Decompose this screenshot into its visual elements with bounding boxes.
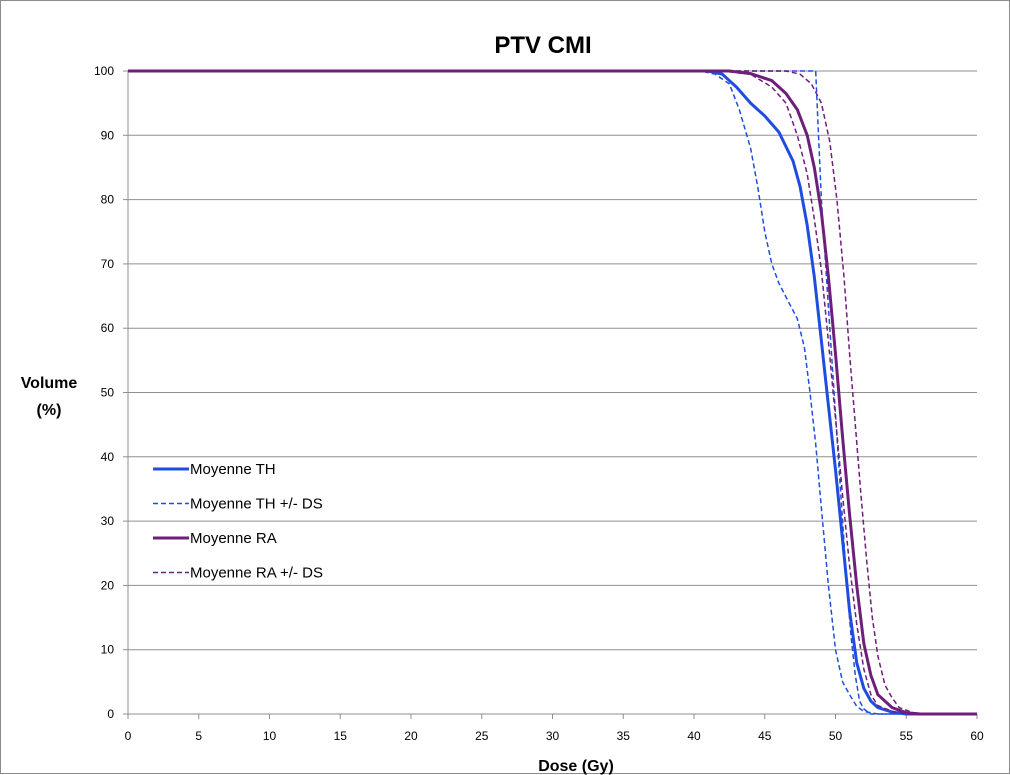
series-line-5	[128, 70, 977, 715]
series-line-1	[128, 70, 977, 715]
x-tick-label: 20	[404, 729, 418, 743]
x-axis-title: Dose (Gy)	[538, 758, 614, 775]
x-tick-label: 60	[970, 729, 984, 743]
x-tick-label: 30	[546, 729, 560, 743]
legend-label-2: Moyenne RA	[190, 530, 277, 547]
y-tick-label: 70	[101, 257, 115, 271]
y-tick-label: 20	[101, 578, 115, 592]
gridlines	[128, 70, 977, 651]
y-tick-label: 30	[101, 514, 115, 528]
x-tick-label: 25	[475, 729, 489, 743]
x-tick-label: 0	[125, 729, 132, 743]
y-axis-title-line1: Volume	[21, 375, 78, 392]
legend-label-3: Moyenne RA +/- DS	[190, 565, 323, 582]
series-line-4	[128, 70, 977, 715]
series-line-0	[128, 69, 977, 716]
x-tick-label: 45	[758, 729, 772, 743]
y-tick-label: 100	[94, 64, 114, 78]
x-tick-label: 55	[900, 729, 914, 743]
x-tick-label: 50	[829, 729, 843, 743]
x-tick-label: 10	[263, 729, 277, 743]
y-tick-label: 90	[101, 128, 115, 142]
x-tick-label: 15	[334, 729, 348, 743]
legend-label-1: Moyenne TH +/- DS	[190, 496, 323, 513]
legend-label-0: Moyenne TH	[190, 461, 276, 478]
series-lines	[128, 69, 977, 716]
series-line-3	[128, 69, 977, 716]
y-tick-label: 0	[107, 707, 114, 721]
chart-title: PTV CMI	[494, 32, 591, 59]
axes: 0 10 20 30 40 50 60 70 80 90 100 0 5 10 15 20 25 30 35 40 45…	[94, 64, 984, 743]
x-tick-label: 40	[687, 729, 701, 743]
legend: Moyenne TH Moyenne TH +/- DS Moyenne RA Moy…	[153, 461, 323, 582]
series-line-2	[128, 70, 977, 715]
y-tick-label: 80	[101, 193, 115, 207]
y-tick-label: 60	[101, 321, 115, 335]
y-tick-label: 40	[101, 450, 115, 464]
y-tick-label: 50	[101, 386, 115, 400]
x-tick-label: 5	[195, 729, 202, 743]
y-axis-title-line2: (%)	[37, 402, 62, 419]
y-tick-label: 10	[101, 643, 115, 657]
x-tick-label: 35	[617, 729, 631, 743]
